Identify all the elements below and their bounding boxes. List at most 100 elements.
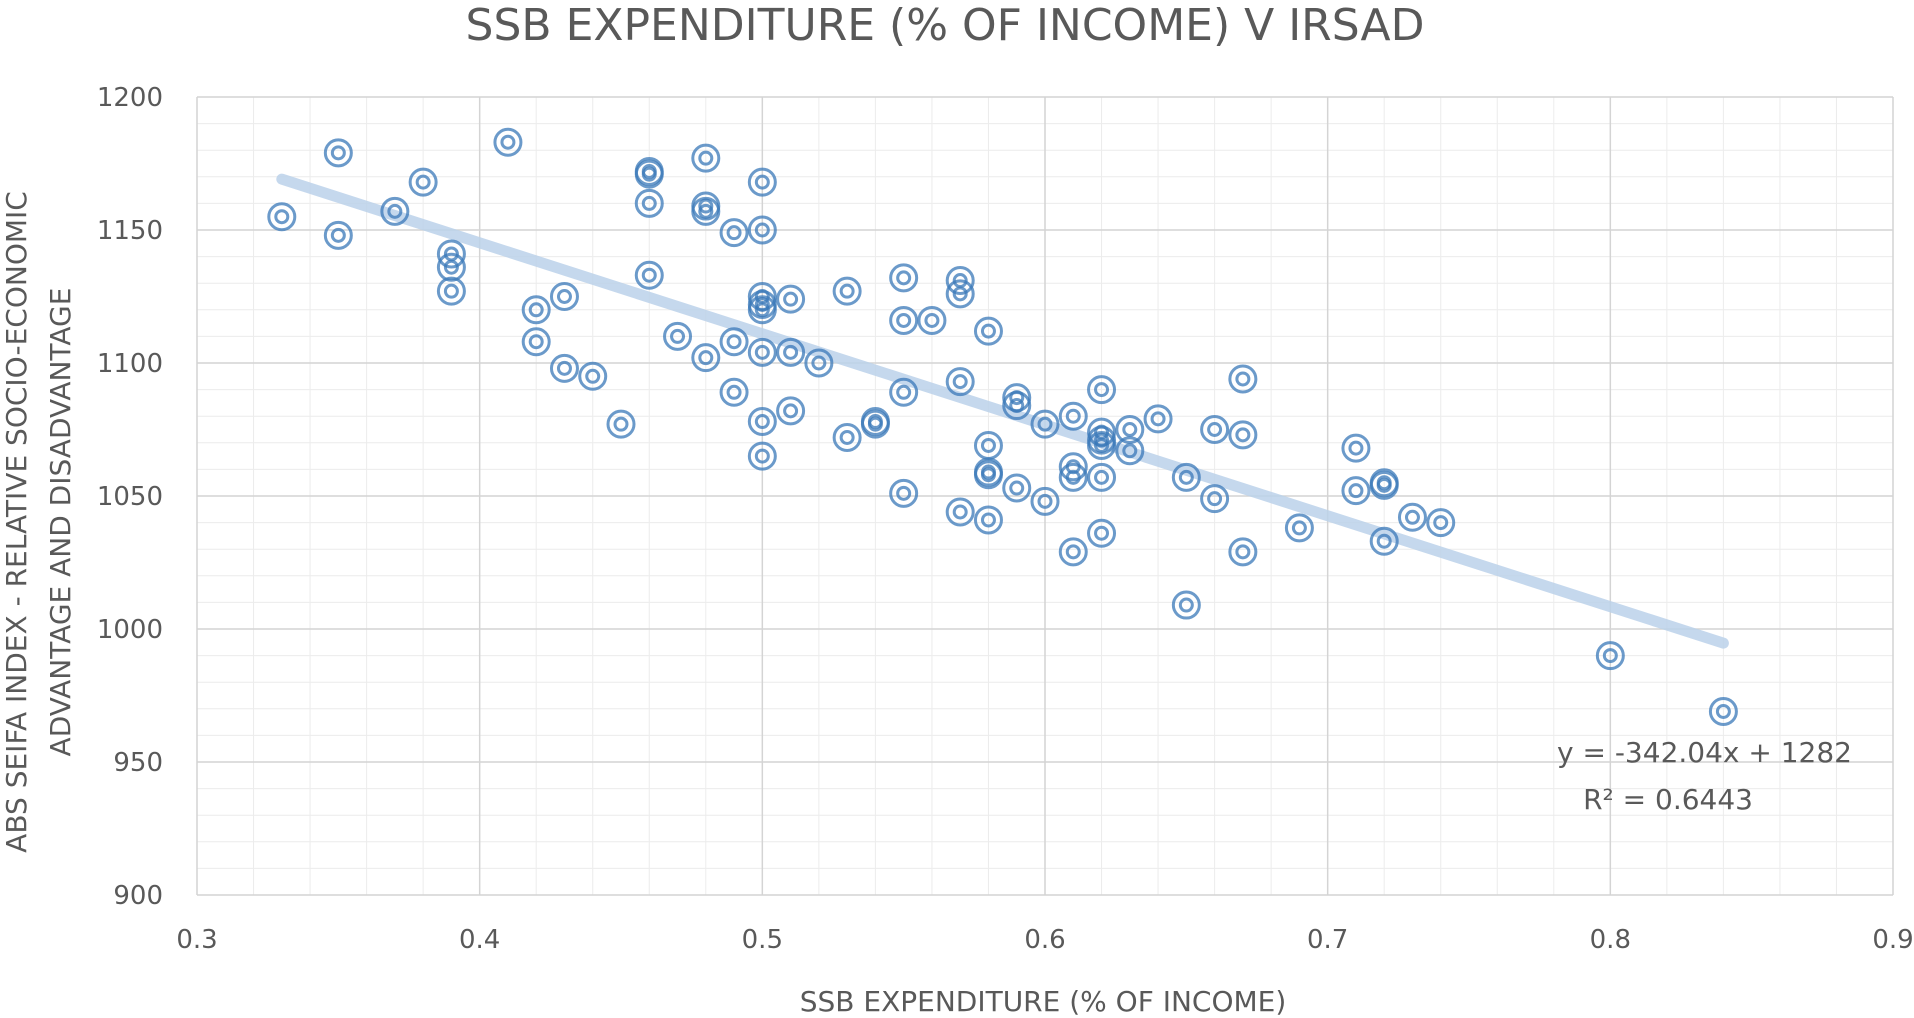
chart-title: SSB EXPENDITURE (% OF INCOME) V IRSAD [466, 0, 1425, 51]
data-point [776, 396, 806, 426]
x-tick-label: 0.9 [1872, 925, 1913, 955]
data-point [1171, 590, 1201, 620]
data-point [747, 337, 777, 367]
data-point [1030, 409, 1060, 439]
data-point [1115, 415, 1145, 444]
trendline-equation: y = -342.04x + 1282 [1557, 736, 1852, 769]
data-point [1143, 404, 1173, 434]
data-point [549, 282, 579, 311]
data-point [634, 188, 664, 218]
data-point [1284, 513, 1314, 543]
data-point [436, 252, 466, 282]
data-point [634, 159, 664, 189]
x-tick-label: 0.3 [176, 925, 217, 955]
data-point [917, 305, 947, 335]
data-point [323, 220, 353, 250]
data-point [1426, 508, 1456, 538]
x-tick-label: 0.5 [742, 925, 783, 955]
data-point [1087, 462, 1117, 492]
y-tick-label: 1050 [97, 482, 163, 512]
trendline-line [276, 173, 1729, 649]
data-point [860, 409, 890, 439]
data-point [323, 138, 353, 168]
data-point [973, 316, 1003, 346]
data-point [408, 167, 438, 197]
data-point [973, 460, 1003, 490]
data-point [776, 337, 806, 367]
data-point [1058, 462, 1088, 492]
data-point [1058, 401, 1088, 431]
x-tick-label: 0.4 [459, 925, 500, 955]
data-point [1228, 537, 1258, 567]
x-tick-labels: 0.3 0.4 0.5 0.6 0.7 0.8 0.9 [176, 925, 1913, 955]
data-point [804, 348, 834, 378]
data-point [1058, 537, 1088, 567]
data-point [945, 279, 975, 309]
data-point [1171, 462, 1201, 492]
data-point [634, 260, 664, 290]
data-point [1341, 433, 1371, 463]
y-tick-label: 950 [113, 748, 163, 778]
data-point [776, 284, 806, 314]
data-point [1369, 526, 1399, 556]
data-point [380, 196, 410, 226]
data-point [1228, 364, 1258, 394]
data-point [1708, 696, 1738, 726]
y-axis-label-line2: ADVANTAGE AND DISADVANTAGE [44, 288, 77, 757]
data-point [521, 327, 551, 357]
data-point [493, 127, 523, 157]
data-point [747, 295, 777, 325]
data-point [832, 276, 862, 306]
data-point [1200, 415, 1230, 444]
data-point [1087, 430, 1117, 460]
data-point [719, 327, 749, 357]
data-point [973, 505, 1003, 535]
y-tick-label: 1100 [97, 349, 163, 379]
data-point [1030, 486, 1060, 516]
data-point [747, 407, 777, 437]
y-tick-label: 1200 [97, 83, 163, 113]
data-point [1087, 375, 1117, 405]
data-point [521, 295, 551, 325]
data-point [945, 497, 975, 527]
x-axis-label: SSB EXPENDITURE (% OF INCOME) [800, 985, 1287, 1018]
data-point [691, 196, 721, 226]
y-tick-labels: 900 950 1000 1050 1100 1150 1200 [97, 83, 163, 911]
data-point [889, 377, 919, 407]
y-tick-label: 900 [113, 881, 163, 911]
data-point [889, 305, 919, 335]
data-point [578, 361, 608, 391]
data-point [747, 215, 777, 245]
data-point [1002, 391, 1032, 421]
data-point [832, 422, 862, 452]
trendline-r-squared: R² = 0.6443 [1583, 783, 1753, 816]
x-tick-label: 0.7 [1307, 925, 1348, 955]
major-gridlines [196, 96, 1894, 896]
data-point [691, 143, 721, 173]
data-point [1087, 518, 1117, 548]
data-point [1002, 473, 1032, 503]
x-tick-label: 0.8 [1590, 925, 1631, 955]
data-point [1115, 436, 1145, 466]
data-point [1595, 641, 1625, 671]
data-point [267, 202, 297, 232]
y-tick-label: 1000 [97, 615, 163, 645]
y-axis-label-line1: ABS SEIFA INDEX - RELATIVE SOCIO-ECONOMI… [0, 191, 33, 853]
data-point [1397, 502, 1427, 532]
trendline [276, 173, 1729, 649]
data-point [1341, 476, 1371, 506]
data-point [719, 377, 749, 407]
data-point [747, 167, 777, 197]
data-point [889, 263, 919, 293]
data-point [436, 276, 466, 306]
x-tick-label: 0.6 [1024, 925, 1065, 955]
data-point [1228, 420, 1258, 450]
data-point [1369, 470, 1399, 500]
data-point [606, 409, 636, 439]
data-point [719, 218, 749, 248]
data-point [663, 321, 693, 351]
data-points [267, 127, 1738, 726]
data-point [889, 478, 919, 508]
